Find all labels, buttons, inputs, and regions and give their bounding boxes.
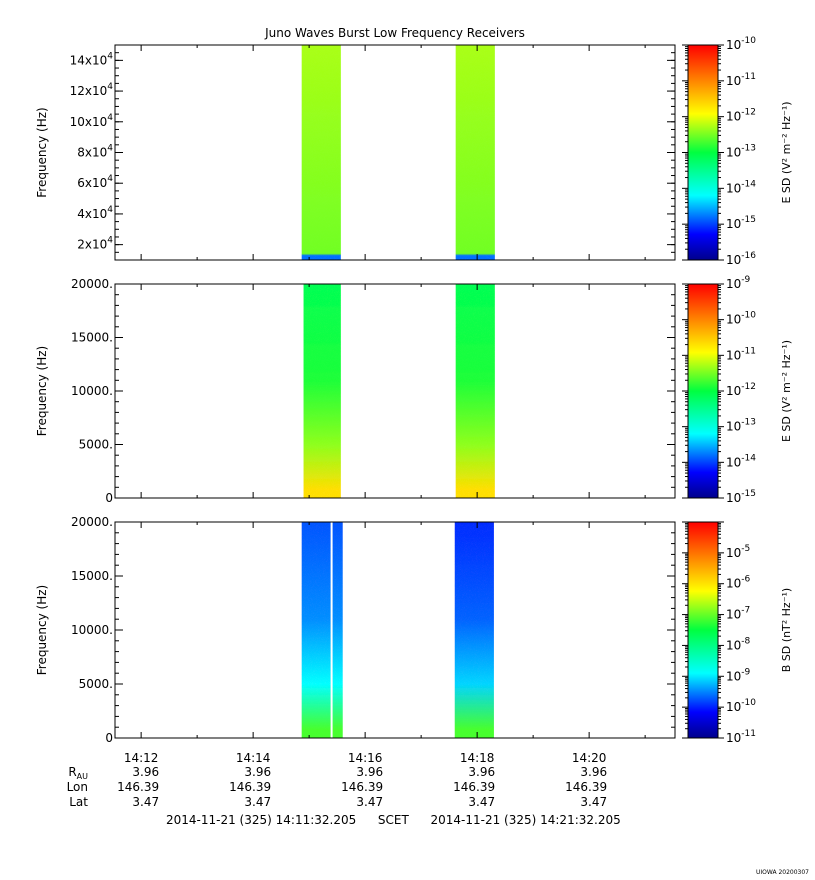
panel-frame (114, 521, 676, 739)
version-stamp: UIOWA 20200307 (755, 869, 809, 876)
y-tick-label: 10000. (71, 384, 113, 398)
colorbar-tick-label: 10-9 (726, 667, 751, 683)
range-start: 2014-11-21 (325) 14:11:32.205 (166, 813, 357, 827)
time-label: 14:12 (124, 751, 159, 765)
time-label: 14:18 (460, 751, 495, 765)
colorbar-label: E SD (V² m⁻² Hz⁻¹) (780, 101, 793, 203)
burst-2 (454, 522, 494, 738)
ephemeris-value: 3.96 (356, 765, 383, 779)
ephemeris-value: 146.39 (117, 780, 159, 794)
ephemeris-value: 146.39 (341, 780, 383, 794)
ephemeris-value: 3.47 (580, 795, 607, 809)
y-tick-label: 8x104 (77, 144, 113, 160)
ephemeris-table: RAU 3.96 3.96 3.96 3.96 3.96 Lon 146.39 146.39 14… (67, 765, 608, 809)
y-tick-label: 0 (105, 731, 113, 745)
colorbar-tick-label: 10-12 (726, 108, 756, 124)
burst-1-spectrum (303, 284, 341, 498)
burst-1-spectrum (301, 45, 341, 260)
ephemeris-value: 3.96 (580, 765, 607, 779)
ephemeris-value: 146.39 (453, 780, 495, 794)
y-tick-label: 14x104 (70, 51, 114, 67)
time-label: 14:20 (572, 751, 607, 765)
burst-1 (303, 284, 341, 498)
colorbar-tick-label: 10-11 (726, 729, 756, 745)
y-tick-label: 15000. (71, 331, 113, 345)
y-tick-label: 2x104 (77, 236, 113, 252)
colorbar-label: B SD (nT² Hz⁻¹) (780, 588, 793, 672)
panel-frame (114, 44, 676, 261)
burst-1-gap (330, 522, 333, 738)
spectrogram-panel-3: 0 5000. 10000. 15000. 20000. Frequency (Hz) 10… (35, 515, 793, 745)
burst-1 (301, 45, 341, 260)
spectrogram-panel-1: 2x104 4x104 6x104 8x104 10x104 12x104 14x104 Fr… (35, 36, 793, 267)
colorbar-tick-label: 10-14 (726, 179, 756, 195)
colorbar-tick-label: 10-10 (726, 311, 756, 327)
burst-1-spectrum (301, 522, 343, 738)
y-tick-label: 5000. (79, 677, 113, 691)
colorbar-tick-label: 10-13 (726, 418, 756, 434)
ephemeris-value: 3.96 (244, 765, 271, 779)
ephemeris-value: 3.47 (132, 795, 159, 809)
colorbar (688, 522, 718, 738)
burst-2-spectrum (455, 284, 495, 498)
ephemeris-value: 3.47 (468, 795, 495, 809)
colorbar-tick-label: 10-10 (726, 698, 756, 714)
colorbar-tick-label: 10-11 (726, 346, 756, 362)
y-tick-label: 6x104 (77, 174, 113, 190)
time-label: 14:16 (348, 751, 383, 765)
y-axis-label: Frequency (Hz) (35, 107, 49, 198)
colorbar-tick-label: 10-16 (726, 251, 756, 267)
colorbar (688, 45, 718, 260)
time-label: 14:14 (236, 751, 271, 765)
colorbar-tick-label: 10-8 (726, 636, 751, 652)
ephemeris-value: 146.39 (565, 780, 607, 794)
ephemeris-value: 3.96 (132, 765, 159, 779)
chart-title: Juno Waves Burst Low Frequency Receivers (264, 26, 525, 40)
colorbar-tick-label: 10-6 (726, 575, 751, 591)
colorbar-tick-label: 10-12 (726, 382, 756, 398)
y-axis-label: Frequency (Hz) (35, 585, 49, 676)
y-tick-label: 15000. (71, 569, 113, 583)
colorbar-tick-label: 10-13 (726, 144, 756, 160)
y-tick-label: 0 (105, 491, 113, 505)
ephemeris-row-label: Lat (69, 795, 88, 809)
burst-2 (455, 45, 495, 260)
colorbar-tick-label: 10-15 (726, 489, 756, 505)
ephemeris-value: 3.47 (244, 795, 271, 809)
range-scet: SCET (377, 813, 409, 827)
ephemeris-value: 146.39 (229, 780, 271, 794)
y-tick-label: 10x104 (70, 113, 114, 129)
burst-2-spectrum (454, 522, 494, 738)
colorbar-tick-label: 10-5 (726, 544, 750, 560)
y-tick-label: 20000. (71, 515, 113, 529)
range-end: 2014-11-21 (325) 14:21:32.205 (430, 813, 621, 827)
colorbar-label: E SD (V² m⁻² Hz⁻¹) (780, 340, 793, 442)
colorbar-tick-label: 10-15 (726, 215, 756, 231)
colorbar-tick-label: 10-10 (726, 36, 756, 52)
colorbar-tick-label: 10-7 (726, 606, 750, 622)
y-tick-label: 12x104 (70, 82, 114, 98)
colorbar-tick-label: 10-11 (726, 72, 756, 88)
burst-2-spectrum (455, 45, 495, 260)
colorbar-frame (687, 521, 719, 739)
colorbar-tick-label: 10-9 (726, 275, 751, 291)
y-tick-label: 10000. (71, 623, 113, 637)
y-tick-label: 20000. (71, 277, 113, 291)
y-axis-label: Frequency (Hz) (35, 346, 49, 437)
y-tick-label: 4x104 (77, 205, 113, 221)
burst-2 (455, 284, 495, 498)
ephemeris-value: 3.47 (356, 795, 383, 809)
burst-1 (301, 522, 343, 738)
time-axis-labels: 14:12 14:14 14:16 14:18 14:20 (124, 751, 607, 765)
colorbar (688, 284, 718, 498)
ephemeris-row-label: Lon (67, 780, 88, 794)
ephemeris-row-label: RAU (68, 765, 88, 781)
ephemeris-value: 3.96 (468, 765, 495, 779)
time-range-line: 2014-11-21 (325) 14:11:32.205 SCET 2014-… (166, 813, 621, 827)
y-tick-label: 5000. (79, 438, 113, 452)
colorbar-tick-label: 10-14 (726, 453, 756, 469)
spectrogram-panel-2: 0 5000. 10000. 15000. 20000. Frequency (Hz) 10… (35, 275, 793, 505)
panel-frame (114, 283, 676, 499)
